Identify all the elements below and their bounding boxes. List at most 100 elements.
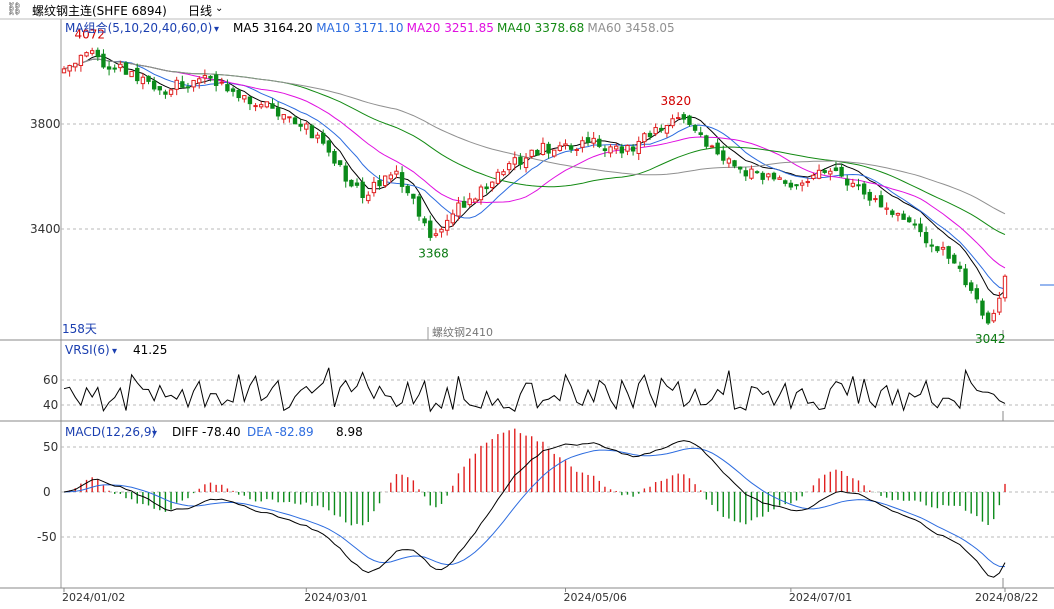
candle-body xyxy=(332,151,337,164)
chevron-down-icon[interactable]: ▾ xyxy=(112,346,117,357)
candle-body xyxy=(783,180,788,184)
candle-body xyxy=(794,184,799,187)
candle-body xyxy=(163,91,168,95)
candlesticks xyxy=(61,47,1008,326)
candle-body xyxy=(315,134,320,139)
candle-body xyxy=(535,149,540,156)
candle-body xyxy=(805,181,810,184)
instrument-title: 螺纹钢主连(SHFE 6894) xyxy=(32,4,167,18)
macd-indicator-label[interactable]: MACD(12,26,9) xyxy=(65,425,156,439)
candle-body xyxy=(974,288,980,300)
ma-legend-item: MA40 3378.68 xyxy=(497,21,584,35)
candle-body xyxy=(940,246,946,250)
candle-body xyxy=(490,181,495,188)
candle-body xyxy=(495,171,501,184)
candle-body xyxy=(478,186,484,201)
vrsi-line xyxy=(63,367,1006,413)
candle-body xyxy=(642,133,647,143)
chart-frame xyxy=(0,18,1054,589)
link-icon[interactable]: ⛓ xyxy=(6,2,23,17)
candle-body xyxy=(422,218,427,224)
candle-body xyxy=(73,62,78,68)
candle-body xyxy=(760,172,765,180)
candle-body xyxy=(129,70,134,78)
vrsi-indicator-label[interactable]: VRSI(6) xyxy=(65,343,110,357)
candle-body xyxy=(360,181,365,198)
candle-body xyxy=(715,142,720,155)
contract-label: 螺纹钢2410 xyxy=(432,325,493,339)
candle-body xyxy=(568,145,574,150)
ma5-line xyxy=(63,55,1006,297)
candle-body xyxy=(411,193,416,199)
annotation-low: 3042 xyxy=(975,332,1006,346)
candle-body xyxy=(557,145,563,151)
candle-body xyxy=(230,88,236,92)
candle-body xyxy=(811,174,816,179)
candle-body xyxy=(213,74,219,86)
candle-body xyxy=(546,143,551,154)
candle-body xyxy=(952,254,957,264)
chart-header: ⛓ 螺纹钢主连(SHFE 6894) 日线 ⌄ xyxy=(0,0,1054,18)
days-count-label: 158天 xyxy=(62,322,97,336)
chevron-down-icon[interactable]: ⌄ xyxy=(215,3,224,14)
candle-body xyxy=(614,145,619,150)
candle-body xyxy=(304,123,309,130)
candle-body xyxy=(512,157,517,165)
candle-body xyxy=(456,202,461,217)
candle-body xyxy=(416,196,422,217)
candle-body xyxy=(585,137,591,143)
candle-body xyxy=(298,123,303,127)
candle-body xyxy=(890,210,895,215)
candle-body xyxy=(247,96,253,105)
candle-body xyxy=(174,79,179,90)
candle-body xyxy=(123,62,129,75)
candle-body xyxy=(743,170,748,177)
candle-body xyxy=(540,142,546,155)
candle-body xyxy=(140,76,146,85)
candle-body xyxy=(219,81,224,84)
candle-body xyxy=(168,89,174,95)
candle-body xyxy=(326,140,332,153)
candle-body xyxy=(523,157,529,169)
candle-body xyxy=(867,191,872,201)
candle-body xyxy=(687,115,692,125)
candle-body xyxy=(439,228,444,233)
candle-body xyxy=(394,170,399,175)
dea-line xyxy=(63,447,1006,568)
candle-body xyxy=(597,138,602,147)
candle-body xyxy=(664,124,670,134)
candle-body xyxy=(563,143,568,146)
candle-body xyxy=(676,117,681,120)
chevron-down-icon[interactable]: ▾ xyxy=(214,24,219,35)
dea-label: DEA xyxy=(247,425,273,439)
diff-value: -78.40 xyxy=(202,425,241,439)
candle-body xyxy=(681,114,687,120)
candle-body xyxy=(907,217,912,223)
candle-body xyxy=(771,172,777,180)
ma-indicator-label[interactable]: MA组合(5,10,20,40,60,0) xyxy=(65,20,212,35)
candle-body xyxy=(839,166,844,177)
candle-body xyxy=(309,125,315,139)
candle-body xyxy=(259,104,264,108)
candle-body xyxy=(929,244,934,247)
candle-body xyxy=(95,49,100,58)
x-axis-date-label: 2024/05/06 xyxy=(563,591,626,604)
candle-body xyxy=(670,118,675,127)
candle-body xyxy=(912,223,918,226)
candle-body xyxy=(444,219,450,231)
candle-body xyxy=(349,179,354,187)
candle-body xyxy=(337,160,343,166)
candle-body xyxy=(202,75,208,79)
candle-body xyxy=(873,198,878,201)
chevron-down-icon[interactable]: ▾ xyxy=(152,428,157,439)
candle-body xyxy=(208,75,213,79)
candle-body xyxy=(749,168,754,179)
candle-body xyxy=(788,182,794,188)
candle-body xyxy=(704,135,709,147)
candle-body xyxy=(377,180,382,187)
candle-body xyxy=(275,107,281,117)
x-axis-dates: 2024/01/02 2024/03/01 2024/05/06 2024/07/01… xyxy=(62,588,1038,604)
candle-body xyxy=(405,185,410,194)
period-selector[interactable]: 日线 xyxy=(188,4,213,18)
